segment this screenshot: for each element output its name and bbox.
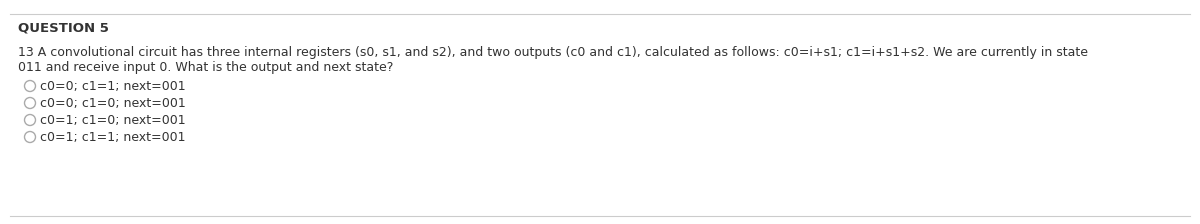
Text: c0=0; c1=0; next=001: c0=0; c1=0; next=001 (41, 97, 186, 110)
Circle shape (24, 114, 36, 125)
Text: QUESTION 5: QUESTION 5 (18, 22, 109, 34)
Text: 011 and receive input 0. What is the output and next state?: 011 and receive input 0. What is the out… (18, 60, 394, 73)
Text: c0=0; c1=1; next=001: c0=0; c1=1; next=001 (41, 80, 186, 93)
Text: c0=1; c1=1; next=001: c0=1; c1=1; next=001 (41, 131, 186, 144)
Circle shape (24, 131, 36, 142)
Circle shape (24, 80, 36, 91)
Text: 13 A convolutional circuit has three internal registers (s0, s1, and s2), and tw: 13 A convolutional circuit has three int… (18, 45, 1088, 58)
Text: c0=1; c1=0; next=001: c0=1; c1=0; next=001 (41, 114, 186, 127)
Circle shape (24, 97, 36, 108)
